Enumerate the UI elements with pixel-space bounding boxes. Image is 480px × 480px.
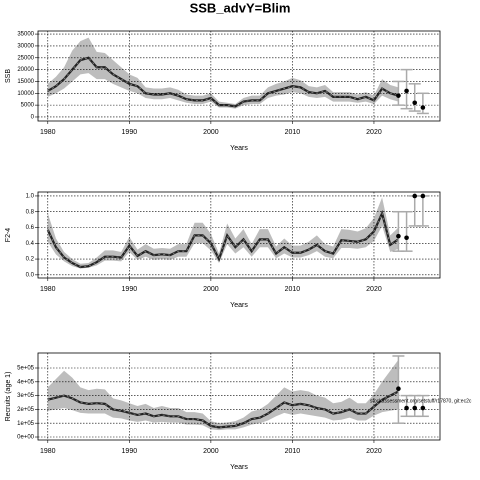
annotation: stockassessment.org/setstuff/r17870, git… <box>370 398 472 404</box>
y-tick-label: 2e+05 <box>17 407 35 413</box>
y-tick-label: 25000 <box>17 55 34 61</box>
projection-point <box>404 235 409 241</box>
figure-title: SSB_advY=Blim <box>190 0 291 15</box>
x-axis-label: Years <box>230 302 248 309</box>
estimate-line-dash <box>47 212 399 268</box>
y-tick-label: 0.6 <box>26 225 35 231</box>
projection-point <box>412 405 418 411</box>
projection-point <box>412 100 418 106</box>
projection-point <box>420 405 426 411</box>
x-tick-label: 1990 <box>122 129 138 136</box>
x-tick-label: 2000 <box>203 286 219 293</box>
x-tick-label: 1980 <box>40 448 56 455</box>
projection-point <box>404 405 409 411</box>
y-axis-label: Recruits (age 1) <box>5 372 12 422</box>
projection-point <box>420 105 426 110</box>
x-tick-label: 2000 <box>203 448 219 455</box>
y-tick-label: 4e+05 <box>17 379 35 385</box>
y-tick-label: 20000 <box>17 67 34 73</box>
y-tick-label: 35000 <box>17 32 34 38</box>
y-tick-label: 0.4 <box>26 241 35 247</box>
x-tick-label: 2010 <box>285 286 301 293</box>
plot-frame <box>37 191 441 279</box>
plot-frame <box>37 352 441 441</box>
x-tick-label: 2010 <box>285 129 301 136</box>
y-tick-label: 5000 <box>21 103 35 109</box>
y-tick-label: 30000 <box>17 43 34 49</box>
x-axis-label: Years <box>230 464 248 471</box>
y-tick-label: 0 <box>31 115 35 121</box>
plot-frame <box>37 30 441 122</box>
estimate-line-dash <box>47 391 399 428</box>
y-tick-label: 1e+05 <box>17 421 35 427</box>
y-axis-label: F2-4 <box>5 228 12 243</box>
x-tick-label: 2000 <box>203 129 219 136</box>
x-axis-label: Years <box>230 145 248 152</box>
y-tick-label: 10000 <box>17 91 34 97</box>
y-tick-label: 15000 <box>17 79 34 85</box>
confidence-band <box>47 359 399 431</box>
projection-point <box>396 93 401 98</box>
x-tick-label: 1990 <box>122 448 138 455</box>
confidence-band <box>47 197 399 269</box>
projection-point <box>404 88 409 94</box>
y-tick-label: 0e+00 <box>17 435 35 441</box>
projection-point <box>420 193 426 199</box>
projection-point <box>396 386 401 392</box>
x-tick-label: 1980 <box>40 129 56 136</box>
y-tick-label: 0.0 <box>26 272 35 278</box>
x-tick-label: 2020 <box>366 286 382 293</box>
y-tick-label: 1.0 <box>26 194 35 200</box>
y-axis-label: SSB <box>5 69 12 83</box>
projection-point <box>396 233 401 239</box>
x-tick-label: 1980 <box>40 286 56 293</box>
projection-point <box>412 193 418 199</box>
confidence-band <box>47 37 399 109</box>
x-tick-label: 2020 <box>366 129 382 136</box>
y-tick-label: 5e+05 <box>17 366 35 372</box>
estimate-line-dash <box>47 57 399 107</box>
y-tick-label: 0.8 <box>26 209 35 215</box>
y-tick-label: 0.2 <box>26 257 35 263</box>
x-tick-label: 2020 <box>366 448 382 455</box>
y-tick-label: 3e+05 <box>17 393 35 399</box>
x-tick-label: 1990 <box>122 286 138 293</box>
x-tick-label: 2010 <box>285 448 301 455</box>
